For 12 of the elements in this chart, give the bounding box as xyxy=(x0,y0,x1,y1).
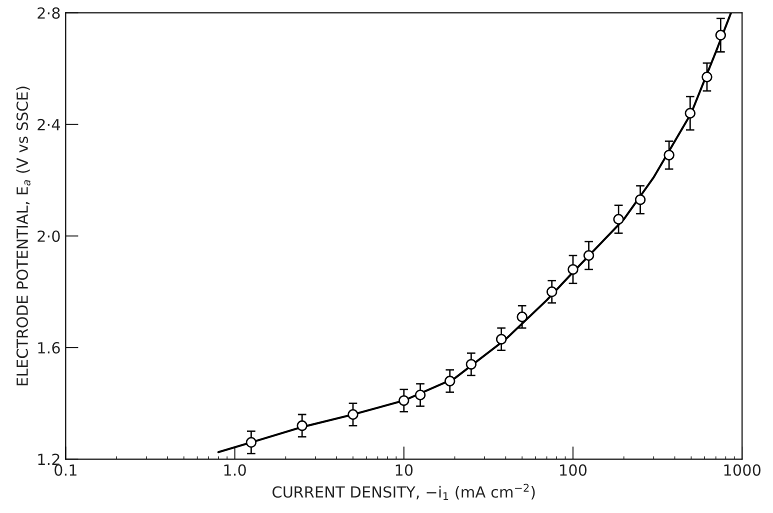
y-tick-label: 1.2 xyxy=(38,454,60,465)
x-tick-label: 1000 xyxy=(724,464,761,476)
y-tick-label: 1.6 xyxy=(38,342,60,354)
y-tick-label: 2·4 xyxy=(38,118,60,130)
x-tick-label: 0.1 xyxy=(54,464,76,476)
x-axis-title: CURRENT DENSITY, −i$_{1}$ (mA cm$^{−2}$) xyxy=(272,484,535,500)
x-tick-label: 1.0 xyxy=(224,464,246,476)
x-tick-label: 10 xyxy=(396,464,413,476)
y-tick-label: 2·0 xyxy=(38,230,60,242)
y-tick-label: 2·8 xyxy=(38,7,60,19)
y-axis-title: ELECTRODE POTENTIAL, E$_{a}$ (V vs SSCE) xyxy=(16,86,30,386)
x-tick-label: 100 xyxy=(560,464,587,476)
